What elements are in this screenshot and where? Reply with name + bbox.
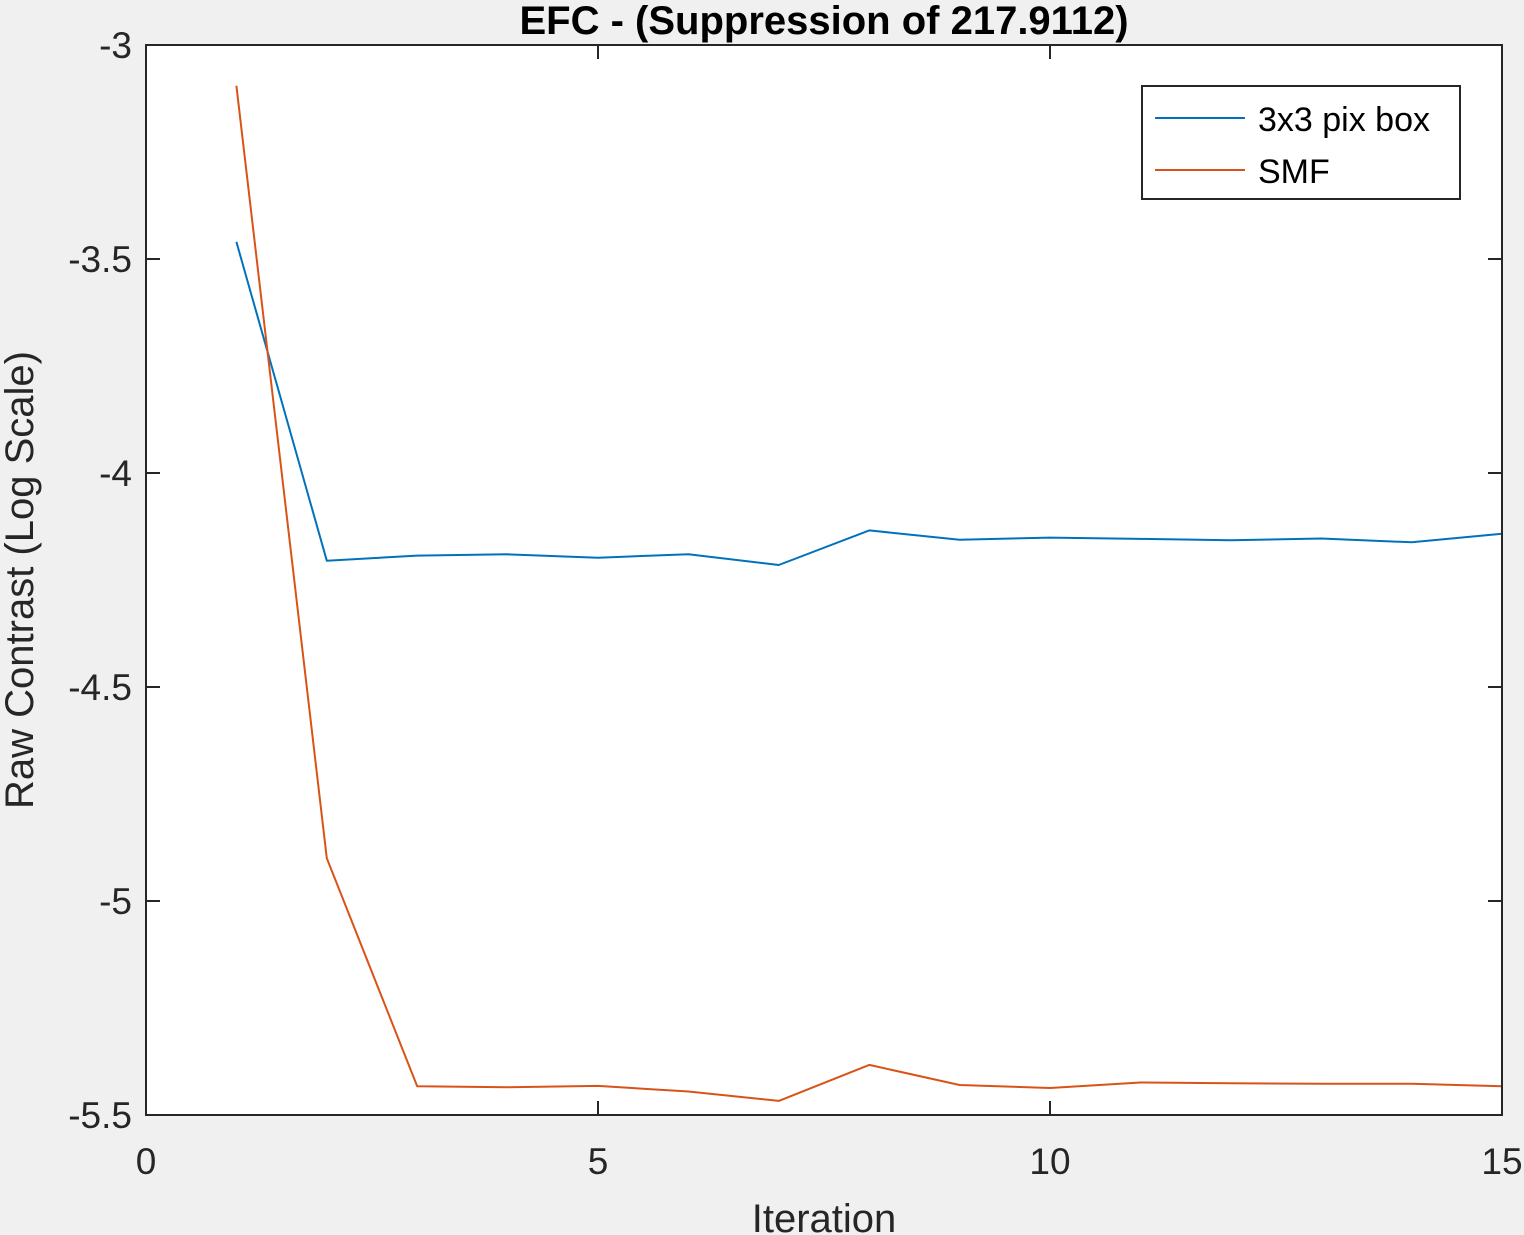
plot-area xyxy=(146,45,1502,1115)
y-tick-label: -4.5 xyxy=(68,667,132,708)
x-tick-label: 15 xyxy=(1481,1141,1522,1182)
x-tick-label: 10 xyxy=(1029,1141,1070,1182)
y-axis-label: Raw Contrast (Log Scale) xyxy=(0,351,42,809)
y-tick-label: -3 xyxy=(99,25,132,66)
y-tick-label: -5 xyxy=(99,881,132,922)
plot-frame xyxy=(145,44,1503,1116)
x-axis-label: Iteration xyxy=(752,1197,897,1235)
series-line-smf xyxy=(235,85,1503,1102)
y-tick-label: -5.5 xyxy=(68,1095,132,1136)
legend-label-3x3-pix-box: 3x3 pix box xyxy=(1258,101,1430,139)
y-axis-ticks: -3 -3.5 -4 -4.5 -5 -5.5 xyxy=(68,25,1502,1136)
x-tick-label: 0 xyxy=(136,1141,157,1182)
legend-box xyxy=(1141,85,1461,200)
x-tick-label: 5 xyxy=(588,1141,609,1182)
series-lines xyxy=(235,85,1503,1102)
legend: 3x3 pix box SMF xyxy=(1141,85,1461,200)
series-line-3x3-pix-box xyxy=(235,241,1503,566)
y-tick-label: -4 xyxy=(99,453,132,494)
chart-title: EFC - (Suppression of 217.9112) xyxy=(519,0,1128,43)
legend-label-smf: SMF xyxy=(1258,153,1330,191)
y-tick-label: -3.5 xyxy=(68,239,132,280)
